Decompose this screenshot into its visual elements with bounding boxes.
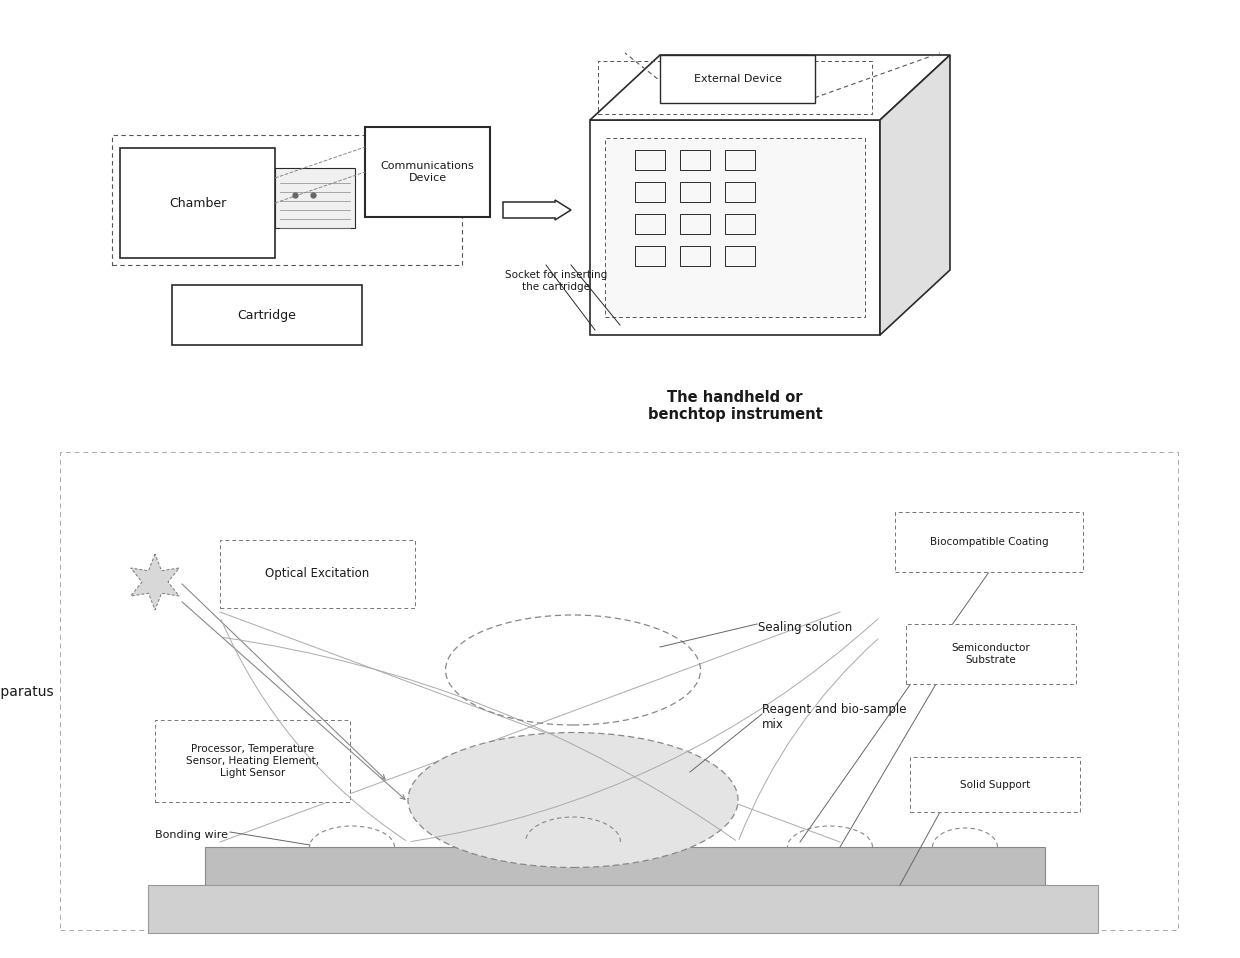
Bar — [172, 285, 362, 345]
Bar — [895, 512, 1083, 572]
Ellipse shape — [408, 733, 738, 868]
Bar — [598, 61, 872, 114]
Bar — [275, 168, 355, 228]
Text: Communications
Device: Communications Device — [381, 161, 475, 183]
Bar — [219, 540, 415, 608]
Bar — [680, 182, 711, 202]
Text: Semiconductor
Substrate: Semiconductor Substrate — [951, 643, 1030, 665]
Bar — [112, 135, 463, 265]
Bar — [60, 452, 1178, 930]
Polygon shape — [590, 55, 950, 120]
Bar — [365, 127, 490, 217]
Bar — [906, 624, 1076, 684]
Text: Reagent and bio-sample
mix: Reagent and bio-sample mix — [763, 703, 906, 731]
FancyArrow shape — [503, 200, 570, 220]
Bar — [155, 720, 350, 802]
Bar — [148, 885, 1097, 933]
Bar — [635, 214, 665, 234]
Bar — [605, 138, 866, 317]
Text: Biocompatible Coating: Biocompatible Coating — [930, 537, 1048, 547]
Bar — [660, 55, 815, 103]
Text: External Device: External Device — [693, 74, 781, 84]
Text: Optical Excitation: Optical Excitation — [265, 567, 370, 581]
Text: Solid Support: Solid Support — [960, 780, 1030, 789]
Polygon shape — [130, 554, 180, 610]
Bar — [680, 150, 711, 170]
Bar — [725, 214, 755, 234]
Text: Sealing solution: Sealing solution — [758, 621, 852, 633]
Bar — [680, 214, 711, 234]
Text: Processor, Temperature
Sensor, Heating Element,
Light Sensor: Processor, Temperature Sensor, Heating E… — [186, 744, 319, 778]
Bar — [590, 120, 880, 335]
Bar — [205, 847, 1045, 885]
Bar — [725, 182, 755, 202]
Text: Socket for inserting
the cartridge: Socket for inserting the cartridge — [505, 270, 608, 291]
Text: Cartridge: Cartridge — [238, 308, 296, 322]
Text: The handheld or
benchtop instrument: The handheld or benchtop instrument — [647, 390, 822, 422]
Bar — [635, 182, 665, 202]
Text: Bonding wire: Bonding wire — [155, 830, 228, 840]
Polygon shape — [880, 55, 950, 335]
Text: Apparatus: Apparatus — [0, 685, 55, 699]
Bar — [725, 150, 755, 170]
Bar — [635, 246, 665, 266]
Bar — [680, 246, 711, 266]
Bar — [120, 148, 275, 258]
Text: Chamber: Chamber — [169, 196, 226, 210]
Bar — [635, 150, 665, 170]
Bar — [725, 246, 755, 266]
Bar — [910, 757, 1080, 812]
